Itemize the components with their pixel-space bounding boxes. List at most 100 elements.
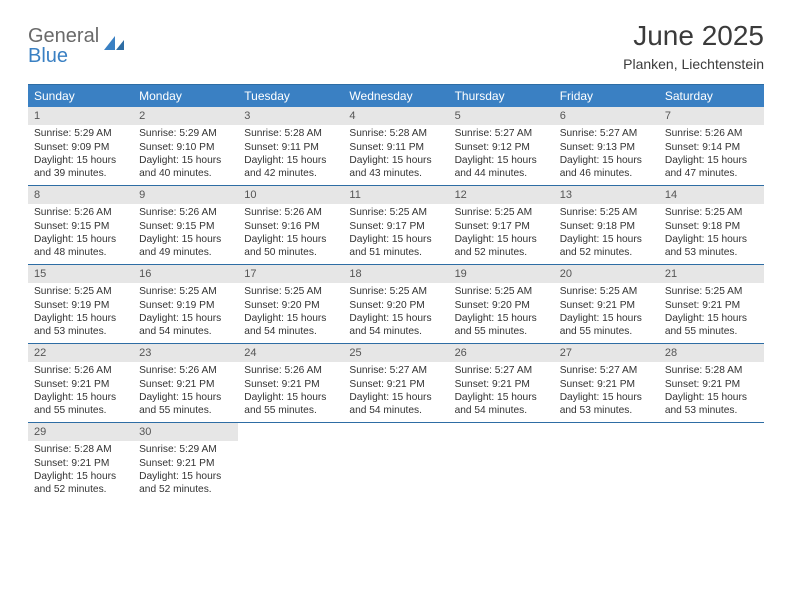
sunset-line: Sunset: 9:21 PM [665, 378, 758, 391]
sunset-line: Sunset: 9:16 PM [244, 220, 337, 233]
sunrise-line: Sunrise: 5:25 AM [455, 285, 548, 298]
day-cell: 14Sunrise: 5:25 AMSunset: 9:18 PMDayligh… [659, 186, 764, 264]
day-number: 9 [133, 186, 238, 204]
sunrise-line: Sunrise: 5:27 AM [560, 127, 653, 140]
day-cell: 17Sunrise: 5:25 AMSunset: 9:20 PMDayligh… [238, 265, 343, 343]
day-number: 8 [28, 186, 133, 204]
sunset-line: Sunset: 9:13 PM [560, 141, 653, 154]
day-cell: 1 Sunrise: 5:29 AMSunset: 9:09 PMDaylight… [28, 107, 133, 185]
sunset-line: Sunset: 9:21 PM [560, 378, 653, 391]
day-body: Sunrise: 5:25 AMSunset: 9:21 PMDaylight:… [659, 283, 764, 342]
day-number: 1 [28, 107, 133, 125]
day-body: Sunrise: 5:25 AMSunset: 9:19 PMDaylight:… [28, 283, 133, 342]
day-number: 13 [554, 186, 659, 204]
day-body: Sunrise: 5:25 AMSunset: 9:20 PMDaylight:… [343, 283, 448, 342]
daylight-line: Daylight: 15 hours and 46 minutes. [560, 154, 653, 181]
daylight-line: Daylight: 15 hours and 53 minutes. [665, 233, 758, 260]
sunrise-line: Sunrise: 5:26 AM [244, 364, 337, 377]
sunset-line: Sunset: 9:14 PM [665, 141, 758, 154]
sunrise-line: Sunrise: 5:25 AM [665, 285, 758, 298]
sunrise-line: Sunrise: 5:26 AM [244, 206, 337, 219]
daylight-line: Daylight: 15 hours and 55 minutes. [455, 312, 548, 339]
day-cell: 8Sunrise: 5:26 AMSunset: 9:15 PMDaylight… [28, 186, 133, 264]
day-cell: 29Sunrise: 5:28 AMSunset: 9:21 PMDayligh… [28, 423, 133, 501]
day-number: 26 [449, 344, 554, 362]
day-number: 3 [238, 107, 343, 125]
weekday-header: Sunday [28, 85, 133, 107]
day-number: 27 [554, 344, 659, 362]
day-body: Sunrise: 5:28 AMSunset: 9:11 PMDaylight:… [343, 125, 448, 184]
daylight-line: Daylight: 15 hours and 52 minutes. [34, 470, 127, 497]
day-number: 6 [554, 107, 659, 125]
day-body: Sunrise: 5:27 AMSunset: 9:12 PMDaylight:… [449, 125, 554, 184]
sunrise-line: Sunrise: 5:29 AM [34, 127, 127, 140]
day-number: 5 [449, 107, 554, 125]
sunrise-line: Sunrise: 5:29 AM [139, 443, 232, 456]
sunset-line: Sunset: 9:21 PM [349, 378, 442, 391]
sunset-line: Sunset: 9:12 PM [455, 141, 548, 154]
day-cell: 10Sunrise: 5:26 AMSunset: 9:16 PMDayligh… [238, 186, 343, 264]
daylight-line: Daylight: 15 hours and 54 minutes. [349, 391, 442, 418]
sunset-line: Sunset: 9:17 PM [455, 220, 548, 233]
location-subtitle: Planken, Liechtenstein [623, 56, 764, 72]
day-body: Sunrise: 5:26 AMSunset: 9:15 PMDaylight:… [28, 204, 133, 263]
day-number: 21 [659, 265, 764, 283]
daylight-line: Daylight: 15 hours and 50 minutes. [244, 233, 337, 260]
day-body: Sunrise: 5:25 AMSunset: 9:18 PMDaylight:… [659, 204, 764, 263]
day-number: 29 [28, 423, 133, 441]
sunrise-line: Sunrise: 5:25 AM [349, 285, 442, 298]
sunset-line: Sunset: 9:09 PM [34, 141, 127, 154]
day-body: Sunrise: 5:25 AMSunset: 9:18 PMDaylight:… [554, 204, 659, 263]
day-body: Sunrise: 5:26 AMSunset: 9:21 PMDaylight:… [28, 362, 133, 421]
day-body: Sunrise: 5:25 AMSunset: 9:17 PMDaylight:… [449, 204, 554, 263]
sunset-line: Sunset: 9:17 PM [349, 220, 442, 233]
day-body: Sunrise: 5:28 AMSunset: 9:21 PMDaylight:… [659, 362, 764, 421]
sunset-line: Sunset: 9:21 PM [139, 378, 232, 391]
sunset-line: Sunset: 9:21 PM [455, 378, 548, 391]
daylight-line: Daylight: 15 hours and 43 minutes. [349, 154, 442, 181]
day-cell: 18Sunrise: 5:25 AMSunset: 9:20 PMDayligh… [343, 265, 448, 343]
day-body: Sunrise: 5:27 AMSunset: 9:21 PMDaylight:… [449, 362, 554, 421]
flag-icon [103, 34, 129, 59]
day-number: 4 [343, 107, 448, 125]
day-body: Sunrise: 5:29 AMSunset: 9:10 PMDaylight:… [133, 125, 238, 184]
sunset-line: Sunset: 9:18 PM [560, 220, 653, 233]
daylight-line: Daylight: 15 hours and 39 minutes. [34, 154, 127, 181]
weekday-header: Thursday [449, 85, 554, 107]
day-number: 23 [133, 344, 238, 362]
daylight-line: Daylight: 15 hours and 44 minutes. [455, 154, 548, 181]
header: General Blue June 2025 Planken, Liechten… [28, 20, 764, 72]
day-number: 24 [238, 344, 343, 362]
logo: General Blue [28, 20, 129, 66]
day-number: 17 [238, 265, 343, 283]
day-number: 25 [343, 344, 448, 362]
weeks-container: 1Sunrise: 5:29 AMSunset: 9:09 PMDaylight… [28, 107, 764, 501]
day-number: 12 [449, 186, 554, 204]
day-cell [659, 423, 764, 501]
day-cell: 7Sunrise: 5:26 AMSunset: 9:14 PMDaylight… [659, 107, 764, 185]
sunrise-line: Sunrise: 5:26 AM [34, 364, 127, 377]
weekday-header-row: SundayMondayTuesdayWednesdayThursdayFrid… [28, 85, 764, 107]
week-row: 15Sunrise: 5:25 AMSunset: 9:19 PMDayligh… [28, 265, 764, 344]
daylight-line: Daylight: 15 hours and 42 minutes. [244, 154, 337, 181]
sunrise-line: Sunrise: 5:27 AM [455, 364, 548, 377]
daylight-line: Daylight: 15 hours and 54 minutes. [455, 391, 548, 418]
day-cell: 26Sunrise: 5:27 AMSunset: 9:21 PMDayligh… [449, 344, 554, 422]
day-body: Sunrise: 5:25 AMSunset: 9:19 PMDaylight:… [133, 283, 238, 342]
sunrise-line: Sunrise: 5:25 AM [560, 285, 653, 298]
sunset-line: Sunset: 9:11 PM [349, 141, 442, 154]
weekday-header: Wednesday [343, 85, 448, 107]
day-number: 15 [28, 265, 133, 283]
day-cell: 6Sunrise: 5:27 AMSunset: 9:13 PMDaylight… [554, 107, 659, 185]
daylight-line: Daylight: 15 hours and 52 minutes. [560, 233, 653, 260]
sunset-line: Sunset: 9:21 PM [34, 378, 127, 391]
sunset-line: Sunset: 9:19 PM [139, 299, 232, 312]
day-body: Sunrise: 5:26 AMSunset: 9:15 PMDaylight:… [133, 204, 238, 263]
day-cell [238, 423, 343, 501]
page-title: June 2025 [623, 20, 764, 52]
sunset-line: Sunset: 9:21 PM [34, 457, 127, 470]
sunset-line: Sunset: 9:10 PM [139, 141, 232, 154]
day-body: Sunrise: 5:27 AMSunset: 9:13 PMDaylight:… [554, 125, 659, 184]
day-cell: 2Sunrise: 5:29 AMSunset: 9:10 PMDaylight… [133, 107, 238, 185]
day-number: 18 [343, 265, 448, 283]
